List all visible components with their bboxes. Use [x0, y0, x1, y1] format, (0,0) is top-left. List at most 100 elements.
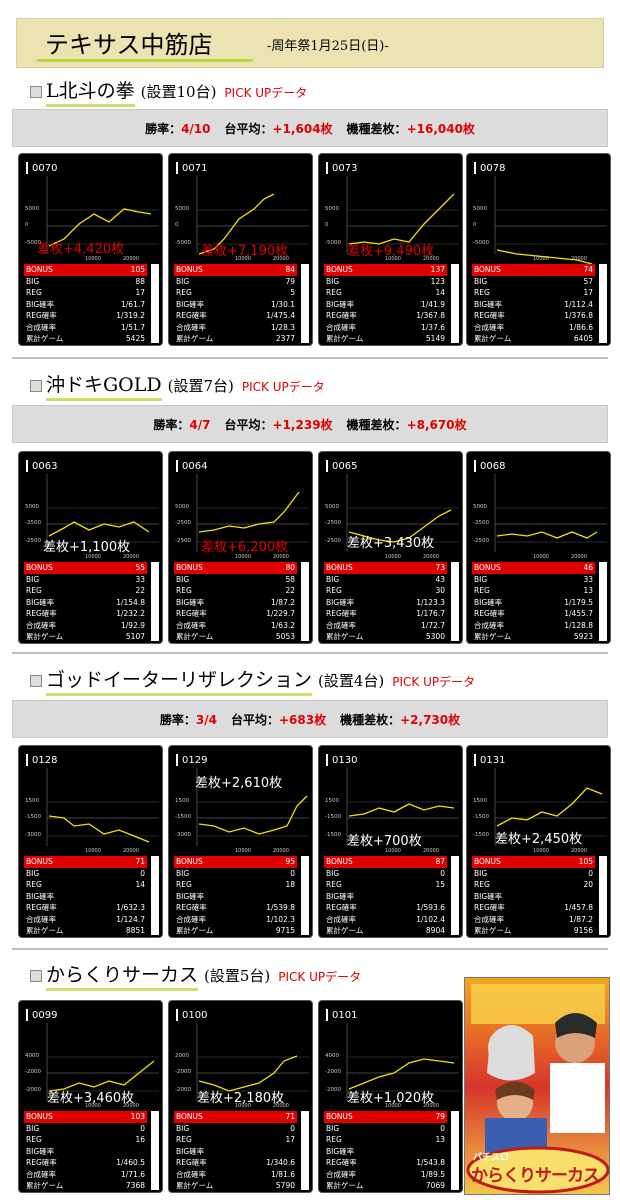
- row-total-rate: 合成確率 1/124.7: [26, 914, 145, 924]
- row-reg: REG 20: [474, 880, 593, 889]
- axis-label-top: 1500: [175, 798, 189, 804]
- axis-label-top: 1500: [473, 798, 487, 804]
- payout-line: [198, 491, 300, 533]
- row-big-rate: BIG確率 1/61.7: [26, 299, 145, 309]
- row-total-rate: 合成確率 1/86.6: [474, 322, 593, 332]
- row-big-rate: BIG確率: [176, 891, 205, 901]
- row-big: BIG 0: [326, 868, 445, 878]
- machine-card[interactable]: 0130 1500 -1500 -1500 10000 20000 差枚+700枚 BONUS…: [318, 745, 463, 938]
- axis-label-mid: -2500: [325, 520, 341, 526]
- axis-label-bottom: -5000: [175, 240, 191, 246]
- section-divider: [12, 652, 608, 654]
- axis-label-bottom: -2500: [25, 538, 41, 544]
- diff-coins: 差枚+700枚: [347, 834, 422, 849]
- row-total-rate: 合成確率 1/71.6: [26, 1169, 145, 1179]
- machine-card[interactable]: 0064 5000 -2500 -2500 10000 20000 差枚+6,200枚 BON…: [168, 451, 313, 644]
- diff-coins: 差枚+9,490枚: [347, 244, 435, 259]
- pick-up-label: PICK UPデータ: [224, 86, 308, 100]
- machine-number: 0128: [32, 755, 58, 766]
- axis-label-x1: 10000: [85, 256, 101, 262]
- machine-card[interactable]: 0065 5000 -2500 -2500 10000 20000 差枚+3,430枚 BON…: [318, 451, 463, 644]
- stats-table: BONUS 46 BIG 33 REG 13 BIG確率 1/179.5 REG確率 1/455.…: [472, 562, 595, 643]
- row-bonus: BONUS 80: [174, 562, 297, 574]
- payout-line: [348, 803, 455, 817]
- machine-number-marker: [326, 460, 328, 472]
- payout-line: [348, 1058, 455, 1090]
- white-sidebar: [301, 856, 309, 935]
- diff-coins: 差枚+3,430枚: [347, 536, 435, 551]
- summary-stats-bar: 勝率：4/7 台平均：+1,239枚 機種差枚：+8,670枚: [12, 405, 608, 443]
- machine-card[interactable]: 0063 5000 -2500 -2500 10000 20000 差枚+1,100枚 BON…: [18, 451, 163, 644]
- section-title: ゴッドイーターリザレクション (設置4台) PICK UPデータ: [30, 665, 475, 696]
- machine-card[interactable]: 0100 2000 -2000 -2000 10000 20000 差枚+2,180枚 BON…: [168, 1000, 313, 1193]
- machine-number-marker: [176, 754, 178, 766]
- machine-name: 沖ドキGOLD: [46, 370, 162, 401]
- row-reg: REG 18: [176, 880, 295, 889]
- summary-stats-bar: 勝率：3/4 台平均：+683枚 機種差枚：+2,730枚: [12, 700, 608, 738]
- row-games: 累計ゲーム 5149: [326, 334, 445, 343]
- payout-graph: [196, 176, 309, 255]
- axis-label-top: 5000: [25, 206, 39, 212]
- white-sidebar: [599, 562, 607, 641]
- machine-number: 0063: [32, 461, 58, 472]
- row-big-rate: BIG確率 1/41.9: [326, 299, 445, 309]
- axis-label-bottom: -3000: [175, 832, 191, 838]
- payout-line: [48, 815, 150, 843]
- machine-number: 0129: [182, 755, 208, 766]
- install-count: (設置5台): [204, 967, 271, 985]
- axis-label-bottom: -5000: [473, 240, 489, 246]
- machine-card[interactable]: 0129 1500 -1500 -3000 10000 20000 差枚+2,610枚 BON…: [168, 745, 313, 938]
- machine-card[interactable]: 0099 4000 -2000 -2000 10000 20000 差枚+3,460枚 BON…: [18, 1000, 163, 1193]
- row-bonus: BONUS 103: [24, 1111, 147, 1123]
- machine-name: ゴッドイーターリザレクション: [46, 665, 313, 696]
- machine-number: 0073: [332, 163, 358, 174]
- shop-name: テキサス中筋店: [45, 31, 213, 59]
- payout-graph: [196, 1023, 309, 1101]
- machine-card[interactable]: 0068 5000 -2500 -2500 10000 20000 BONUS 46 BIG 33…: [466, 451, 611, 644]
- axis-label-mid: 0: [175, 222, 179, 228]
- diff-coins: 差枚+4,420枚: [37, 242, 125, 257]
- axis-label-x1: 10000: [385, 554, 401, 560]
- machine-card[interactable]: 0128 1500 -1500 -3000 10000 20000 BONUS 71 BIG 0 R…: [18, 745, 163, 938]
- axis-label-mid: -2000: [25, 1069, 41, 1075]
- row-reg: REG 15: [326, 880, 445, 889]
- row-reg: REG 17: [26, 288, 145, 297]
- machine-card[interactable]: 0078 5000 0 -5000 10000 20000 BONUS 74 BIG 57 REG 1…: [466, 153, 611, 346]
- axis-label-x1: 10000: [533, 554, 549, 560]
- machine-card[interactable]: 0073 5000 0 -5000 10000 20000 差枚+9,490枚 BONUS 13…: [318, 153, 463, 346]
- payout-graph: [346, 1023, 459, 1101]
- axis-label-x1: 10000: [533, 256, 549, 262]
- row-reg-rate: REG確率 1/593.6: [326, 903, 445, 912]
- machine-card[interactable]: 0101 4000 -2000 -2000 10000 20000 差枚+1,020枚 BON…: [318, 1000, 463, 1193]
- square-bullet-icon: [30, 380, 42, 392]
- payout-graph: [346, 768, 459, 846]
- row-big: BIG 88: [26, 276, 145, 286]
- machine-number-marker: [176, 460, 178, 472]
- row-games: 累計ゲーム 9156: [474, 926, 593, 935]
- axis-label-x2: 20000: [123, 256, 139, 262]
- axis-label-x1: 10000: [533, 848, 549, 854]
- row-total-rate: 合成確率 1/28.3: [176, 322, 295, 332]
- payout-graph: [346, 474, 459, 552]
- row-reg: REG 13: [326, 1135, 445, 1144]
- white-sidebar: [151, 1111, 159, 1190]
- white-sidebar: [301, 1111, 309, 1190]
- row-big: BIG 0: [176, 868, 295, 878]
- machine-card[interactable]: 0070 5000 0 -5000 10000 20000 差枚+4,420枚 BONUS 10…: [18, 153, 163, 346]
- row-reg-rate: REG確率 1/460.5: [26, 1158, 145, 1167]
- row-bonus: BONUS 46: [472, 562, 595, 574]
- white-sidebar: [599, 856, 607, 935]
- row-reg-rate: REG確率 1/176.7: [326, 609, 445, 618]
- row-bonus: BONUS 105: [24, 264, 147, 276]
- event-subtitle: -周年祭1月25日(日)-: [267, 39, 389, 54]
- row-games: 累計ゲーム 5107: [26, 632, 145, 641]
- axis-label-x2: 20000: [571, 256, 587, 262]
- machine-number-marker: [474, 460, 476, 472]
- machine-card[interactable]: 0131 1500 -1500 -1500 10000 20000 差枚+2,450枚 BON…: [466, 745, 611, 938]
- machine-number-marker: [326, 162, 328, 174]
- axis-label-top: 2000: [175, 1053, 189, 1059]
- payout-graph: [196, 474, 309, 552]
- machine-card[interactable]: 0071 5000 0 -5000 10000 20000 差枚+7,190枚 BONUS 84…: [168, 153, 313, 346]
- payout-line: [48, 208, 152, 247]
- axis-label-x2: 20000: [273, 848, 289, 854]
